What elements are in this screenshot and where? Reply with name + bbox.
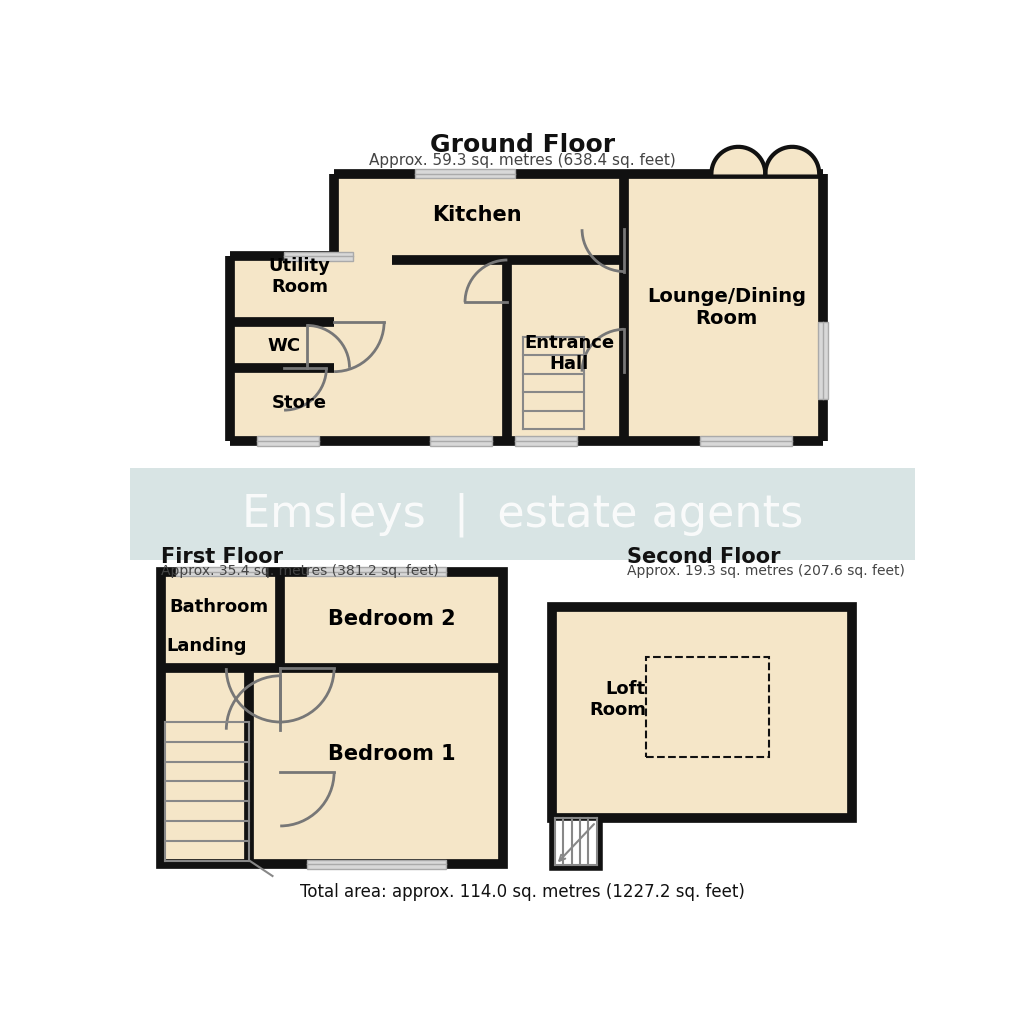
Text: Total area: approx. 114.0 sq. metres (1227.2 sq. feet): Total area: approx. 114.0 sq. metres (12… bbox=[300, 882, 745, 901]
Bar bbox=[645, 657, 768, 757]
Bar bbox=[415, 170, 515, 179]
Text: Utility
Room: Utility Room bbox=[268, 257, 330, 296]
Bar bbox=[551, 607, 852, 818]
Text: Store: Store bbox=[272, 394, 327, 412]
Bar bbox=[817, 322, 826, 399]
Polygon shape bbox=[764, 148, 818, 174]
Text: Approx. 19.3 sq. metres (207.6 sq. feet): Approx. 19.3 sq. metres (207.6 sq. feet) bbox=[626, 562, 904, 577]
Text: Loft
Room: Loft Room bbox=[588, 680, 645, 718]
Bar bbox=[130, 469, 915, 560]
Bar bbox=[430, 437, 491, 446]
Text: Emsleys  |  estate agents: Emsleys | estate agents bbox=[242, 492, 803, 537]
Bar bbox=[257, 437, 318, 446]
Polygon shape bbox=[710, 148, 764, 174]
Text: Bathroom: Bathroom bbox=[169, 598, 268, 615]
Text: Ground Floor: Ground Floor bbox=[430, 133, 614, 157]
Text: Bedroom 2: Bedroom 2 bbox=[328, 608, 455, 629]
Bar bbox=[161, 573, 503, 864]
Text: Approx. 59.3 sq. metres (638.4 sq. feet): Approx. 59.3 sq. metres (638.4 sq. feet) bbox=[369, 153, 676, 168]
Text: Bedroom 1: Bedroom 1 bbox=[328, 743, 455, 763]
Bar bbox=[307, 568, 445, 577]
Bar bbox=[334, 174, 822, 441]
Text: First Floor: First Floor bbox=[161, 547, 282, 567]
Text: Second Floor: Second Floor bbox=[626, 547, 780, 567]
Bar bbox=[230, 257, 391, 441]
Text: Kitchen: Kitchen bbox=[431, 205, 521, 224]
Bar bbox=[176, 568, 265, 577]
Bar bbox=[515, 437, 576, 446]
Text: Approx. 35.4 sq. metres (381.2 sq. feet): Approx. 35.4 sq. metres (381.2 sq. feet) bbox=[161, 562, 438, 577]
Text: Lounge/Dining
Room: Lounge/Dining Room bbox=[647, 286, 805, 327]
Bar bbox=[699, 437, 792, 446]
Text: WC: WC bbox=[267, 336, 301, 355]
Bar bbox=[307, 860, 445, 869]
Text: Entrance
Hall: Entrance Hall bbox=[524, 333, 613, 372]
Bar bbox=[283, 253, 353, 262]
Text: Landing: Landing bbox=[167, 637, 247, 654]
Bar bbox=[551, 818, 599, 868]
